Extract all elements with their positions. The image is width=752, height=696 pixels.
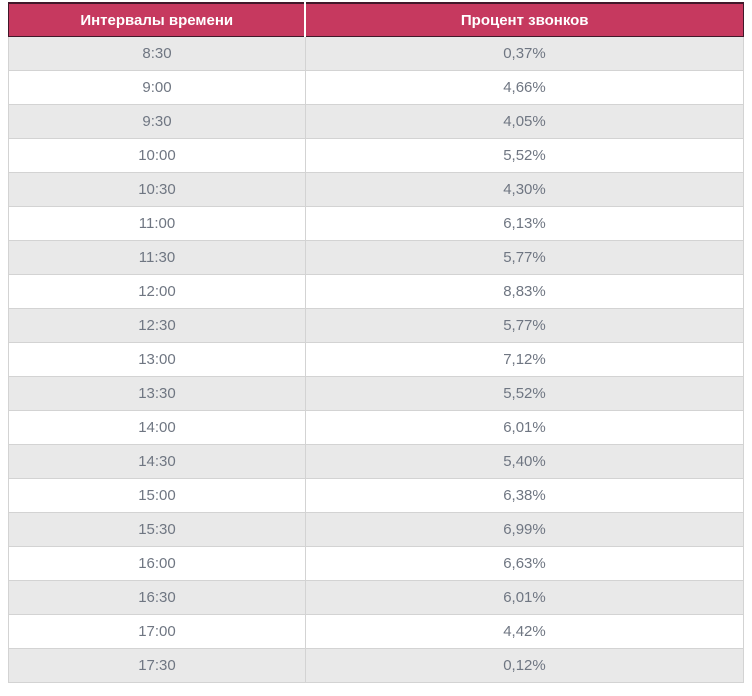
time-interval-cell: 15:00 <box>8 478 306 513</box>
call-percent-cell: 4,05% <box>304 104 745 139</box>
column-header-call-percent: Процент звонков <box>305 2 745 37</box>
table-row: 17:00 4,42% <box>8 614 745 649</box>
time-interval-cell: 9:00 <box>8 70 306 105</box>
call-percent-cell: 6,01% <box>304 410 745 445</box>
call-percent-cell: 4,66% <box>304 70 745 105</box>
call-percent-cell: 6,99% <box>304 512 745 547</box>
table-row: 13:30 5,52% <box>8 376 745 411</box>
time-interval-cell: 17:30 <box>8 648 306 683</box>
call-percent-cell: 7,12% <box>304 342 745 377</box>
time-interval-cell: 10:30 <box>8 172 306 207</box>
time-interval-cell: 12:00 <box>8 274 306 309</box>
call-percent-cell: 5,52% <box>304 138 745 173</box>
table-row: 16:00 6,63% <box>8 546 745 581</box>
table-row: 9:30 4,05% <box>8 104 745 139</box>
table-row: 12:30 5,77% <box>8 308 745 343</box>
time-interval-cell: 10:00 <box>8 138 306 173</box>
time-interval-cell: 11:30 <box>8 240 306 275</box>
time-interval-cell: 14:30 <box>8 444 306 479</box>
time-interval-cell: 15:30 <box>8 512 306 547</box>
table-row: 14:30 5,40% <box>8 444 745 479</box>
call-percent-cell: 6,38% <box>304 478 745 513</box>
table-body: 8:30 0,37% 9:00 4,66% 9:30 4,05% 10:00 5,52% 10:… <box>8 36 745 683</box>
call-percent-cell: 6,13% <box>304 206 745 241</box>
table-row: 8:30 0,37% <box>8 36 745 71</box>
time-interval-cell: 9:30 <box>8 104 306 139</box>
time-interval-cell: 12:30 <box>8 308 306 343</box>
column-header-time-intervals: Интервалы времени <box>8 2 307 37</box>
call-percent-cell: 8,83% <box>304 274 745 309</box>
table-row: 9:00 4,66% <box>8 70 745 105</box>
time-interval-cell: 17:00 <box>8 614 306 649</box>
time-interval-cell: 14:00 <box>8 410 306 445</box>
table-row: 12:00 8,83% <box>8 274 745 309</box>
call-percent-cell: 4,42% <box>304 614 745 649</box>
call-percent-cell: 0,12% <box>304 648 745 683</box>
header-row: Интервалы времени Процент звонков <box>8 2 745 37</box>
time-interval-cell: 13:00 <box>8 342 306 377</box>
call-percent-cell: 6,01% <box>304 580 745 615</box>
call-percent-cell: 5,77% <box>304 240 745 275</box>
call-percent-cell: 6,63% <box>304 546 745 581</box>
call-percent-cell: 5,40% <box>304 444 745 479</box>
time-interval-cell: 16:00 <box>8 546 306 581</box>
call-percent-cell: 0,37% <box>304 36 745 71</box>
table-row: 10:00 5,52% <box>8 138 745 173</box>
table-row: 16:30 6,01% <box>8 580 745 615</box>
time-interval-cell: 11:00 <box>8 206 306 241</box>
call-percent-cell: 5,52% <box>304 376 745 411</box>
call-percent-cell: 4,30% <box>304 172 745 207</box>
table-row: 15:00 6,38% <box>8 478 745 513</box>
call-percent-cell: 5,77% <box>304 308 745 343</box>
time-interval-cell: 8:30 <box>8 36 306 71</box>
time-interval-cell: 16:30 <box>8 580 306 615</box>
table-row: 14:00 6,01% <box>8 410 745 445</box>
table-row: 11:00 6,13% <box>8 206 745 241</box>
table-row: 10:30 4,30% <box>8 172 745 207</box>
table-row: 17:30 0,12% <box>8 648 745 683</box>
table-header: Интервалы времени Процент звонков <box>8 2 745 37</box>
table-row: 15:30 6,99% <box>8 512 745 547</box>
calls-percent-table: Интервалы времени Процент звонков 8:30 0,… <box>8 2 745 683</box>
time-interval-cell: 13:30 <box>8 376 306 411</box>
table-row: 13:00 7,12% <box>8 342 745 377</box>
table-row: 11:30 5,77% <box>8 240 745 275</box>
